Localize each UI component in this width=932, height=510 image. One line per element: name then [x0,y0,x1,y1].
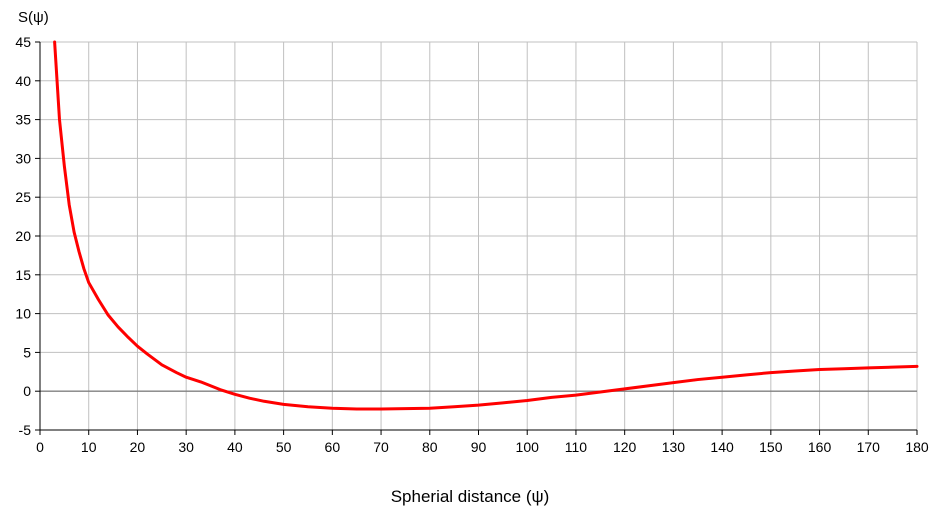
y-tick-label: 25 [15,189,31,205]
y-tick-label: 40 [15,73,31,89]
x-tick-label: 70 [373,439,389,455]
y-tick-label: 35 [15,112,31,128]
tick-labels: 0 10 20 30 40 50 60 70 80 90 100 110 120 130 140 150 160… [15,34,928,455]
x-tick-label: 150 [759,439,783,455]
y-tick-label: 0 [23,383,31,399]
y-tick-label: 15 [15,267,31,283]
x-tick-label: 160 [808,439,832,455]
grid [40,41,918,430]
x-tick-label: 90 [471,439,487,455]
x-tick-label: 170 [857,439,881,455]
x-tick-label: 120 [613,439,637,455]
x-tick-label: 180 [905,439,929,455]
series-line [53,40,919,411]
y-axis-label: S(ψ) [18,9,49,26]
x-tick-label: 110 [565,439,588,455]
y-tick-label: 5 [23,344,31,360]
y-tick-label: 10 [15,306,31,322]
x-tick-label: 80 [422,439,438,455]
x-tick-label: 100 [516,439,540,455]
x-tick-label: 10 [81,439,97,455]
x-tick-label: 30 [178,439,194,455]
axes [35,41,918,435]
x-tick-label: 40 [227,439,243,455]
y-tick-label: -5 [19,422,32,438]
x-tick-label: 140 [710,439,734,455]
y-tick-label: 20 [15,228,31,244]
x-tick-label: 20 [130,439,146,455]
x-tick-label: 130 [662,439,686,455]
y-tick-label: 45 [15,34,31,50]
series-layer [53,40,919,411]
x-tick-label: 60 [325,439,341,455]
x-axis-label: Spherial distance (ψ) [391,487,550,506]
x-tick-label: 0 [36,439,44,455]
y-tick-label: 30 [15,150,31,166]
x-tick-label: 50 [276,439,292,455]
